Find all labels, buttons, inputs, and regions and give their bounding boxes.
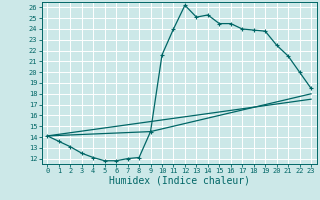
X-axis label: Humidex (Indice chaleur): Humidex (Indice chaleur)	[109, 176, 250, 186]
